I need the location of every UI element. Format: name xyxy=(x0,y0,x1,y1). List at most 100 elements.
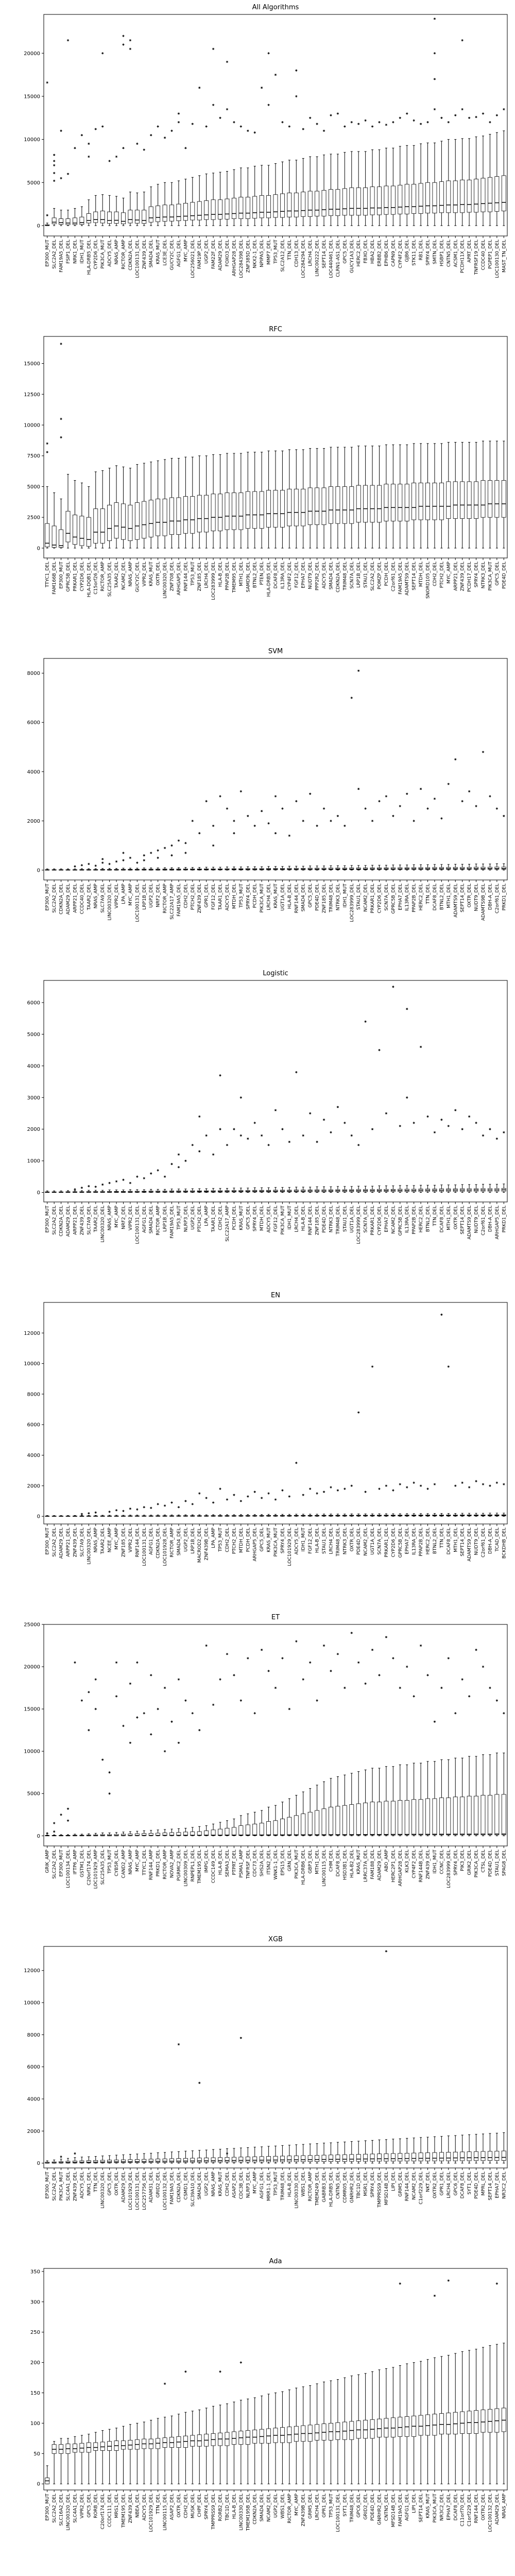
box-body xyxy=(356,2154,361,2162)
x-tick-label: DBH-A_DEL xyxy=(488,1206,493,1232)
box-DCAF8_DEL xyxy=(273,450,278,549)
box-body xyxy=(307,1811,313,1836)
flier-point xyxy=(495,807,499,810)
x-tick-label: UGP2_DEL xyxy=(204,240,210,264)
x-tick-label: IFTP6_AMP xyxy=(73,1849,78,1874)
x-tick-label: RB1_DEL xyxy=(419,240,424,260)
box-PTEN_DEL xyxy=(259,452,264,549)
box-VIPR2_DEL xyxy=(128,1181,133,1193)
flier-point xyxy=(253,131,256,134)
box-LOC100131_DEL xyxy=(142,1506,147,1517)
flier-point xyxy=(80,1699,83,1702)
flier-point xyxy=(440,1686,443,1689)
x-tick-label: EP300_MUT xyxy=(45,1206,50,1233)
x-tick-label: GRIK_AMP xyxy=(45,1849,50,1873)
x-tick-label: GPC5_DEL xyxy=(246,1206,251,1230)
flier-point xyxy=(191,1144,194,1146)
x-tick-label: SLC2A2_DEL xyxy=(52,2494,57,2523)
x-tick-label: MTH1_DEL xyxy=(239,562,244,586)
box-ADAMTS9_DEL xyxy=(404,444,409,549)
box-SAMD9L_DEL xyxy=(245,452,250,549)
flier-point xyxy=(233,1494,235,1496)
x-tick-label: ADCY5_DEL xyxy=(267,1206,272,1233)
box-NTRK3_DEL xyxy=(342,1487,347,1517)
x-tick-label: PPAP2B_DEL xyxy=(412,884,417,912)
box-ZNF439_DEL xyxy=(73,2152,77,2164)
flier-point xyxy=(177,112,180,115)
x-tick-label: NRF2_DEL xyxy=(156,884,161,907)
x-tick-label: MYC_AMP xyxy=(135,1849,140,1871)
box-NCAM2_DEL xyxy=(390,986,396,1193)
box-LOC283999_DEL xyxy=(211,454,216,549)
flier-point xyxy=(94,1511,97,1514)
x-tick-label: STK11_DEL xyxy=(412,240,417,266)
box-body xyxy=(225,492,230,530)
box-RICTOR_AMP xyxy=(162,1686,167,1836)
box-NRF2_DEL xyxy=(121,1178,126,1193)
box-MYC_AMP xyxy=(183,147,188,226)
flier-point xyxy=(295,1640,298,1643)
box-body xyxy=(73,514,77,545)
box-body xyxy=(245,1824,250,1836)
flier-point xyxy=(143,1506,145,1509)
x-tick-label: HERC2_DEL xyxy=(419,884,424,910)
flier-point xyxy=(378,800,381,803)
y-tick-label: 2000 xyxy=(27,819,40,824)
y-tick-label: 4000 xyxy=(27,1453,40,1459)
box-LIPI_DEL xyxy=(390,2139,396,2164)
box-C2orf61_DEL xyxy=(494,807,500,871)
box-CSMD1_DEL xyxy=(183,2150,188,2164)
flier-point xyxy=(308,792,312,795)
plot-frame xyxy=(43,980,508,1202)
flier-point xyxy=(239,790,243,793)
box-TAAR2_DEL xyxy=(114,465,119,549)
flier-point xyxy=(503,1131,505,1134)
flier-point xyxy=(66,173,70,175)
x-tick-label: UGT1A_DEL xyxy=(370,1528,375,1555)
box-NPIPA5_DEL xyxy=(259,87,264,226)
box-body xyxy=(329,2155,333,2162)
flier-point xyxy=(295,95,298,98)
flier-point xyxy=(399,1125,401,1127)
box-RICTOR_AMP xyxy=(100,470,105,549)
x-tick-label: PPAP2B_DEL xyxy=(225,562,230,590)
flier-point xyxy=(281,807,284,810)
x-tick-label: CDKN2A_DEL xyxy=(336,562,341,592)
x-tick-label: HLA-B_DEL xyxy=(287,2172,293,2197)
box-body xyxy=(418,183,423,214)
box-body xyxy=(342,188,347,216)
box-ZNF385D_DEL xyxy=(245,129,250,226)
box-CDKN2A_DEL xyxy=(176,2043,181,2164)
box-LOC101929_DEL xyxy=(148,2420,153,2484)
box-CDH2_DEL xyxy=(183,2370,188,2484)
x-tick-label: SEMA3_DEL xyxy=(225,1850,230,1877)
flier-point xyxy=(322,1118,325,1121)
box-body xyxy=(370,2154,375,2162)
flier-point xyxy=(60,1814,62,1816)
x-tick-label: OXTR2_DEL xyxy=(433,2172,438,2198)
box-body xyxy=(425,1798,430,1836)
flier-point xyxy=(212,47,215,50)
box-body xyxy=(86,213,91,224)
box-LRCH4_DEL xyxy=(307,116,313,226)
x-tick-label: UGP2_DEL xyxy=(191,1206,196,1230)
flier-point xyxy=(53,179,56,182)
flier-point xyxy=(260,87,263,89)
x-tick-label: KRAS_MUT xyxy=(149,562,154,587)
y-tick-label: 20000 xyxy=(24,1665,40,1670)
box-TAAR2_DEL xyxy=(93,1185,98,1193)
box-NRAS_AMP xyxy=(211,2149,216,2164)
box-body xyxy=(266,1821,271,1836)
box-body xyxy=(494,2150,500,2161)
box-SMAD4_DEL xyxy=(329,447,333,549)
box-NLRP3_DEL xyxy=(245,2147,250,2164)
box-KRAS_MUT xyxy=(273,795,278,871)
flier-point xyxy=(122,147,125,149)
x-tick-label: PSMA1_AMP xyxy=(239,1849,244,1877)
x-tick-label: EP300_MUT xyxy=(45,2494,50,2521)
box-NKX2-1_DEL xyxy=(252,131,258,226)
y-tick-label: 10000 xyxy=(24,2001,40,2006)
y-tick-label: 2000 xyxy=(27,1483,40,1489)
box-body xyxy=(363,485,368,523)
box-CNTN5_DEL xyxy=(335,2142,340,2164)
